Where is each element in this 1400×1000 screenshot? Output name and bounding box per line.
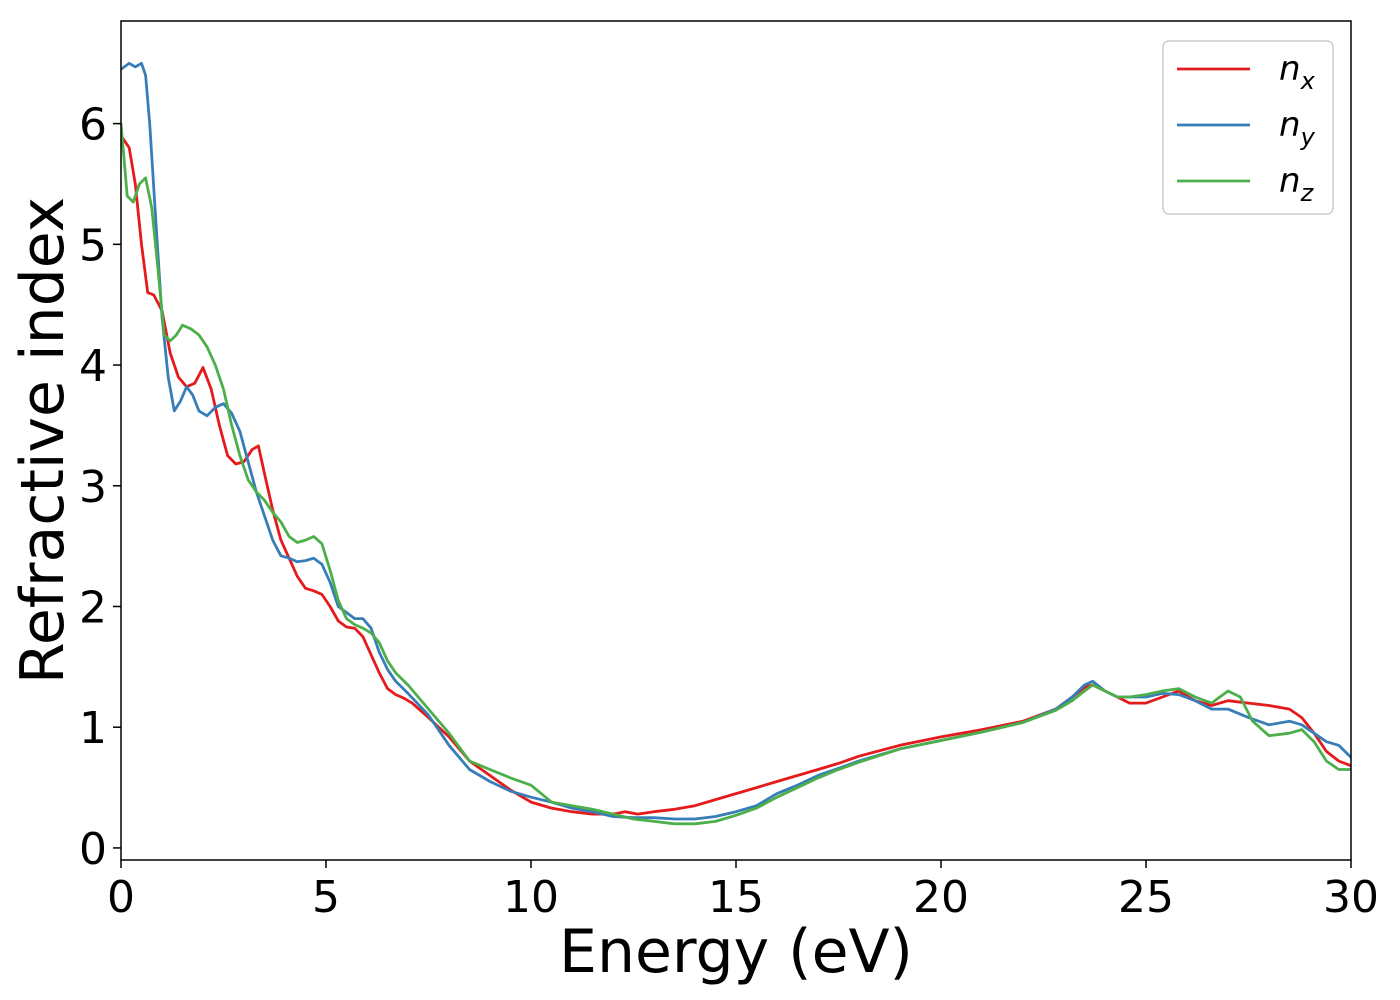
legend-label-subscript: x	[1300, 67, 1316, 95]
legend-label-ny: ny	[1279, 105, 1316, 151]
legend-label-base: n	[1279, 161, 1301, 201]
x-tick-label: 15	[708, 872, 764, 923]
legend-label-nz: nz	[1279, 161, 1315, 207]
x-tick-label: 0	[107, 872, 135, 923]
y-axis-label: Refractive index	[8, 197, 78, 684]
legend-label-base: n	[1279, 105, 1301, 145]
x-tick-label: 5	[312, 872, 340, 923]
x-axis-ticks: 0 5 10 15 20 25 30	[107, 860, 1379, 923]
x-tick-label: 30	[1323, 872, 1379, 923]
y-tick-label: 2	[79, 582, 107, 633]
legend-box	[1162, 40, 1334, 215]
series-line-nz	[121, 122, 1351, 826]
y-tick-label: 6	[79, 100, 107, 151]
y-tick-label: 0	[79, 824, 107, 875]
series-layer	[121, 61, 1351, 826]
series-line-nx	[121, 134, 1351, 816]
x-tick-label: 10	[503, 872, 559, 923]
legend-label-base: n	[1279, 49, 1301, 89]
y-tick-label: 1	[79, 703, 107, 754]
x-tick-label: 25	[1118, 872, 1174, 923]
legend-label-nx: nx	[1279, 49, 1316, 95]
legend-label-subscript: y	[1300, 123, 1316, 151]
x-axis-label: Energy (eV)	[559, 917, 913, 987]
y-tick-label: 4	[79, 341, 107, 392]
legend-label-subscript: z	[1300, 179, 1315, 207]
x-tick-label: 20	[913, 872, 969, 923]
y-axis-ticks: 0 1 2 3 4 5 6	[79, 100, 121, 875]
y-tick-label: 5	[79, 220, 107, 271]
y-tick-label: 3	[79, 462, 107, 513]
